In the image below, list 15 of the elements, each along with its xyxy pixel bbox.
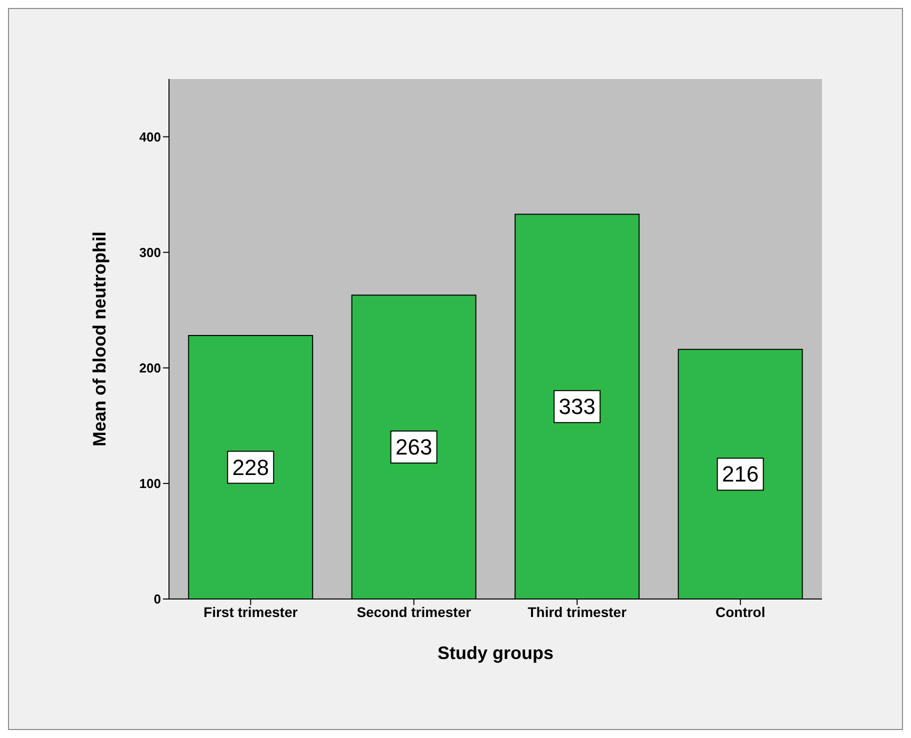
data-label: 333	[558, 394, 596, 420]
x-tick-label: Second trimester	[356, 604, 472, 620]
x-tick-label: First trimester	[204, 604, 298, 620]
x-tick-label: Third trimester	[528, 604, 628, 620]
y-tick-label: 200	[139, 360, 161, 376]
y-tick-label: 100	[139, 476, 161, 492]
x-axis-title: Study groups	[438, 643, 554, 663]
x-tick-label: Control	[715, 604, 766, 620]
y-tick-label: 300	[139, 244, 161, 260]
y-tick-label: 0	[154, 592, 161, 607]
y-axis-title: Mean of blood neutrophil	[89, 232, 110, 446]
data-label: 216	[722, 462, 759, 487]
y-tick-label: 400	[139, 129, 161, 144]
data-label: 263	[395, 434, 432, 460]
data-label: 228	[232, 454, 269, 480]
